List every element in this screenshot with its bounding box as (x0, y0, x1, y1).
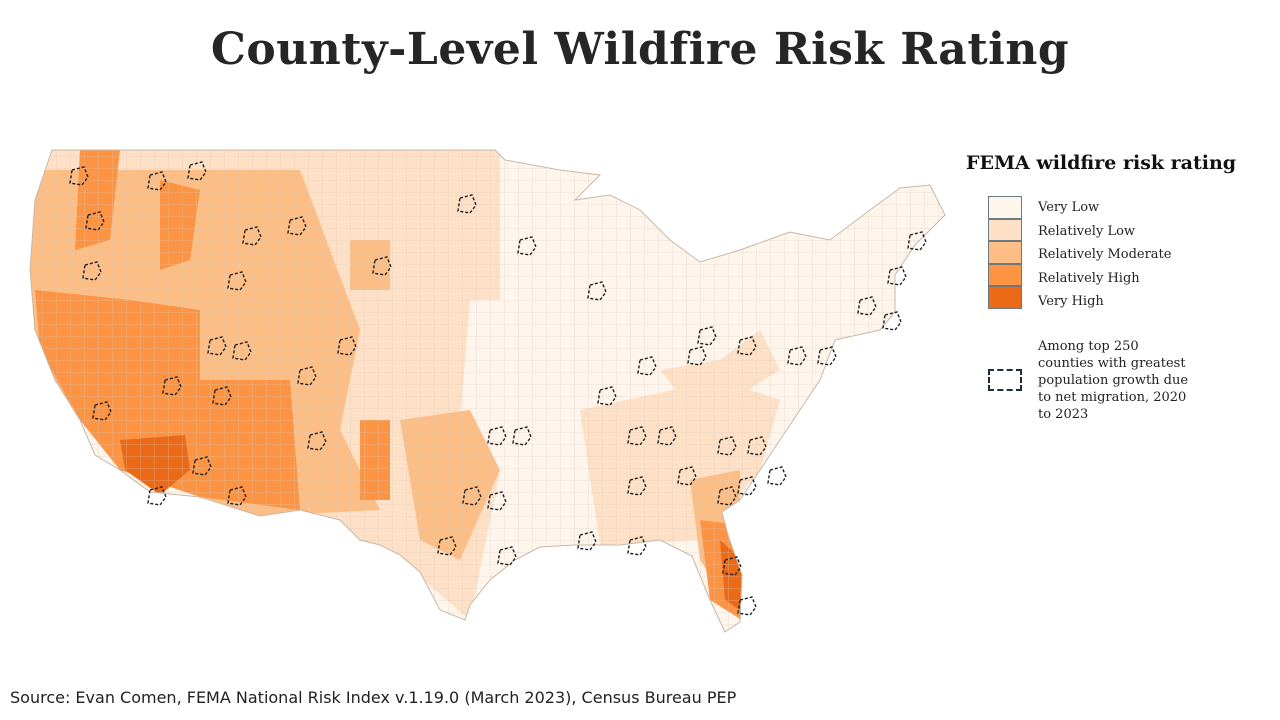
migration-legend-label: Among top 250 counties with greatest pop… (1038, 338, 1189, 422)
migration-county-outline (232, 341, 252, 361)
migration-county-outline (907, 231, 927, 251)
swatch-relatively-moderate (988, 241, 1022, 264)
migration-county-outline (657, 426, 677, 446)
migration-county-outline (627, 536, 647, 556)
migration-county-outline (717, 436, 737, 456)
migration-county-outline (737, 476, 757, 496)
migration-county-outline (207, 336, 227, 356)
legend-label: Relatively High (1038, 270, 1140, 286)
migration-county-outline (587, 281, 607, 301)
migration-county-outline (92, 401, 112, 421)
swatch-very-high (988, 286, 1022, 309)
migration-county-outline (147, 171, 167, 191)
migration-county-outline (69, 166, 89, 186)
migration-county-outline (597, 386, 617, 406)
migration-county-outline (577, 531, 597, 551)
migration-county-outline (307, 431, 327, 451)
dashed-outline-swatch (988, 369, 1022, 392)
migration-county-outline (882, 311, 902, 331)
migration-county-outline (162, 376, 182, 396)
migration-county-outline (787, 346, 807, 366)
migration-county-outline (487, 491, 507, 511)
legend-label: Relatively Low (1038, 223, 1136, 239)
migration-county-outline (227, 486, 247, 506)
migration-county-outline (737, 596, 757, 616)
swatch-relatively-high (988, 263, 1022, 287)
migration-county-outline (287, 216, 307, 236)
migration-county-outline (512, 426, 532, 446)
migration-county-outline (627, 476, 647, 496)
migration-counties (69, 161, 927, 616)
migration-county-outline (462, 486, 482, 506)
county-borders (30, 150, 945, 632)
migration-county-outline (517, 236, 537, 256)
source-note: Source: Evan Comen, FEMA National Risk I… (10, 688, 737, 707)
migration-county-outline (767, 466, 787, 486)
migration-county-outline (192, 456, 212, 476)
migration-county-outline (227, 271, 247, 291)
migration-county-outline (817, 346, 837, 366)
migration-county-outline (857, 296, 877, 316)
migration-county-outline (212, 386, 232, 406)
migration-county-outline (497, 546, 517, 566)
page-title: County-Level Wildfire Risk Rating (210, 24, 1070, 75)
migration-county-outline (82, 261, 102, 281)
migration-county-outline (722, 556, 742, 576)
swatch-very-low (988, 196, 1022, 219)
migration-county-outline (437, 536, 457, 556)
migration-county-outline (747, 436, 767, 456)
legend-title: FEMA wildfire risk rating (966, 152, 1237, 174)
migration-county-outline (887, 266, 907, 286)
migration-county-outline (627, 426, 647, 446)
migration-county-outline (717, 486, 737, 506)
migration-county-outline (147, 486, 167, 506)
legend-label: Very High (1038, 294, 1104, 310)
swatch-relatively-low (988, 218, 1022, 242)
migration-county-outline (337, 336, 357, 356)
migration-county-outline (372, 256, 392, 276)
legend-label: Very Low (1038, 200, 1100, 215)
us-county-map (29, 149, 946, 633)
migration-county-outline (457, 194, 477, 214)
migration-county-outline (85, 211, 105, 231)
migration-county-outline (677, 466, 697, 486)
migration-county-outline (697, 326, 717, 346)
migration-county-outline (297, 366, 317, 386)
migration-county-outline (187, 161, 207, 181)
migration-county-outline (737, 336, 757, 356)
migration-county-outline (687, 346, 707, 366)
migration-county-outline (242, 226, 262, 246)
migration-county-outline (487, 426, 507, 446)
migration-county-outline (637, 356, 657, 376)
legend: FEMA wildfire risk rating Very Low Relat… (966, 152, 1256, 423)
legend-label: Relatively Moderate (1038, 247, 1172, 263)
